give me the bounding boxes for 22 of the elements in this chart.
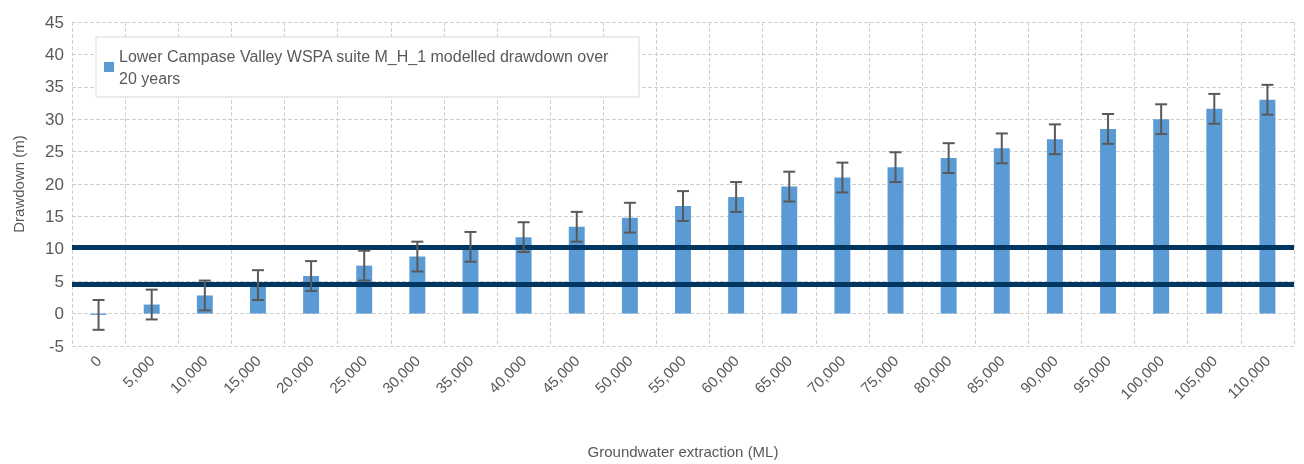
bar: [1259, 99, 1276, 314]
y-tick-label: 15: [45, 206, 64, 226]
y-tick-label: 30: [45, 109, 64, 129]
y-tick-label: 5: [54, 271, 64, 291]
y-tick-label: 25: [45, 142, 64, 162]
y-tick-label: 0: [54, 304, 64, 324]
y-tick-label: 20: [45, 174, 64, 194]
legend-label: Lower Campase Valley WSPA suite M_H_1 modelled drawdown over 20 years: [119, 47, 613, 87]
y-tick-label: 45: [45, 12, 64, 32]
bar: [1046, 139, 1063, 314]
bar: [834, 177, 851, 314]
y-tick-label: -5: [48, 336, 64, 356]
x-tick-label: 0: [86, 351, 105, 370]
bar: [940, 158, 957, 314]
y-tick-label: 40: [45, 44, 64, 64]
bar: [1100, 128, 1117, 314]
x-axis-title: Groundwater extraction (ML): [587, 443, 779, 460]
y-tick-label: 10: [45, 239, 64, 259]
bar: [1206, 108, 1223, 314]
y-tick-label: 35: [45, 77, 64, 97]
y-axis-title: Drawdown (m): [10, 135, 27, 233]
bar: [1153, 119, 1170, 314]
